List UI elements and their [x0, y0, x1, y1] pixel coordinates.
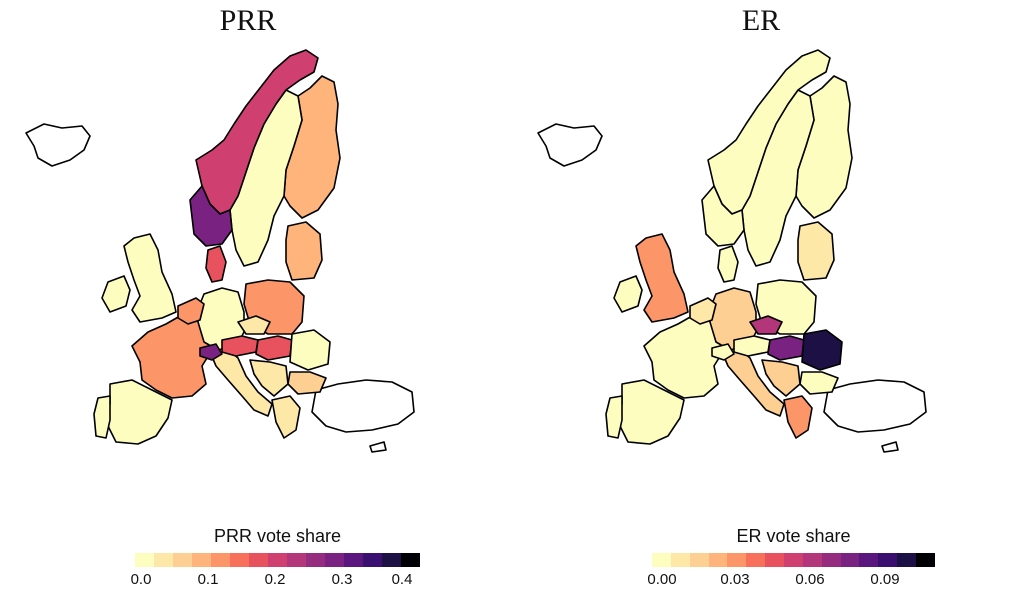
er-legend-tick: 0.06 [795, 571, 825, 588]
colorbar-swatch [652, 553, 671, 567]
colorbar-swatch [878, 553, 898, 567]
prr-map-panel: PRR PRR vote share 0.0 0.1 0.2 0.3 0.4 [25, 4, 420, 588]
region-hungary [767, 335, 805, 361]
colorbar-swatch [897, 553, 917, 567]
region-czechia [749, 315, 783, 335]
colorbar-swatch [859, 553, 879, 567]
colorbar-swatch [840, 553, 860, 567]
er-map-panel: ER ER vote share 0.00 0.03 0.06 0.09 [512, 0, 1024, 599]
region-cyprus [369, 441, 387, 453]
region-baltics [285, 221, 323, 281]
region-bulgaria [287, 371, 327, 395]
colorbar-swatch [727, 553, 747, 567]
colorbar-swatch [382, 553, 401, 567]
colorbar-swatch [230, 553, 249, 567]
region-uk [123, 233, 177, 323]
region-greece [783, 395, 813, 439]
region-balkans [761, 359, 801, 397]
region-austria [733, 335, 771, 357]
colorbar-swatch [802, 553, 822, 567]
region-portugal [605, 395, 623, 439]
region-uk [635, 233, 689, 323]
region-romania [801, 329, 843, 371]
prr-legend-tick: 0.0 [130, 571, 152, 588]
region-hungary [255, 335, 293, 361]
er-legend-tick: 0.00 [647, 571, 677, 588]
er-choropleth-map [537, 49, 927, 453]
colorbar-swatch [249, 553, 268, 567]
region-bulgaria [799, 371, 839, 395]
colorbar-swatch [325, 553, 344, 567]
colorbar-swatch [746, 553, 766, 567]
colorbar-swatch [916, 553, 935, 567]
er-legend-tick: 0.09 [870, 571, 900, 588]
region-benelux [177, 297, 205, 325]
region-denmark [205, 245, 227, 283]
region-norway-south [189, 185, 233, 247]
region-czechia [237, 315, 271, 335]
colorbar-swatch [401, 553, 420, 567]
prr-map-title: PRR [219, 4, 277, 37]
prr-legend-title: PRR vote share [213, 526, 342, 546]
prr-legend-colorbar [135, 553, 420, 567]
colorbar-swatch [784, 553, 803, 567]
prr-legend-tick: 0.4 [391, 571, 413, 588]
colorbar-swatch [689, 553, 709, 567]
region-austria [221, 335, 259, 357]
region-ireland [613, 275, 643, 313]
colorbar-swatch [173, 553, 192, 567]
region-greece [271, 395, 301, 439]
colorbar-swatch [306, 553, 325, 567]
region-turkey [311, 379, 415, 433]
er-legend-colorbar [652, 553, 935, 567]
prr-legend-tick: 0.2 [264, 571, 286, 588]
colorbar-swatch [670, 553, 690, 567]
region-portugal [93, 395, 111, 439]
prr-legend-tick: 0.3 [331, 571, 353, 588]
prr-choropleth-map [25, 49, 415, 453]
er-map-title: ER [741, 4, 781, 37]
region-iceland [25, 123, 91, 167]
region-switzerland [711, 343, 735, 361]
region-benelux [689, 297, 717, 325]
colorbar-swatch [192, 553, 211, 567]
colorbar-swatch [154, 553, 173, 567]
region-romania [289, 329, 331, 371]
colorbar-swatch [363, 553, 382, 567]
region-balkans [249, 359, 289, 397]
region-iceland [537, 123, 603, 167]
colorbar-swatch [287, 553, 306, 567]
region-baltics [797, 221, 835, 281]
colorbar-swatch [708, 553, 728, 567]
colorbar-swatch [821, 553, 841, 567]
er-legend-title: ER vote share [736, 526, 851, 546]
er-legend-tick: 0.03 [720, 571, 750, 588]
colorbar-swatch [211, 553, 230, 567]
colorbar-swatch [135, 553, 154, 567]
colorbar-swatch [344, 553, 363, 567]
prr-legend-tick: 0.1 [197, 571, 219, 588]
colorbar-swatch [268, 553, 287, 567]
colorbar-swatch [765, 553, 785, 567]
region-turkey [823, 379, 927, 433]
region-norway-south [701, 185, 745, 247]
region-ireland [101, 275, 131, 313]
region-switzerland [199, 343, 223, 361]
region-cyprus [881, 441, 899, 453]
region-denmark [717, 245, 739, 283]
